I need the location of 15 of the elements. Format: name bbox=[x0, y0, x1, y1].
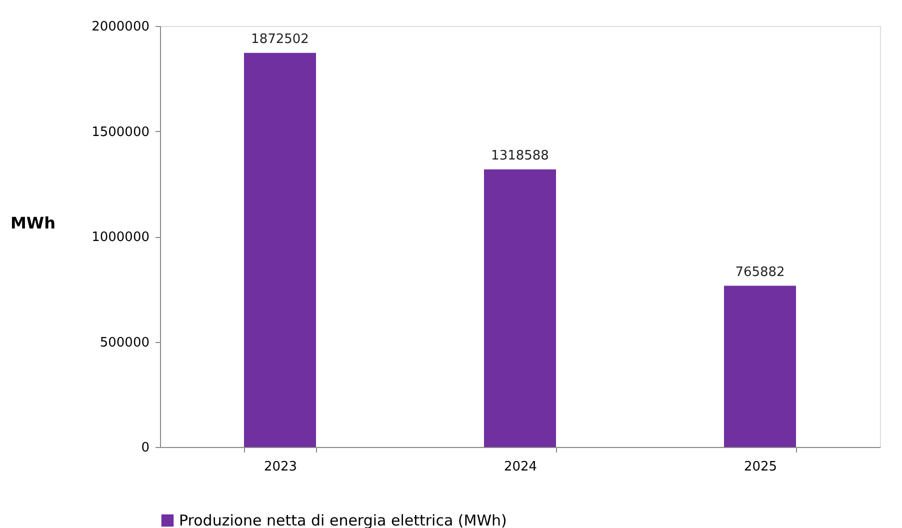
data-label: 1318588 bbox=[491, 148, 549, 164]
data-label: 765882 bbox=[735, 264, 785, 280]
bar bbox=[244, 52, 316, 447]
y-tick-label: 500000 bbox=[100, 335, 150, 350]
y-tick-label: 0 bbox=[141, 440, 150, 456]
y-tick-label: 2000000 bbox=[92, 20, 150, 34]
y-axis-title: MWh bbox=[10, 214, 56, 232]
y-tick-label: 1000000 bbox=[92, 230, 150, 245]
data-label: 1872502 bbox=[251, 32, 309, 47]
x-tick-label: 2024 bbox=[504, 460, 538, 474]
x-tick-label: 2023 bbox=[264, 460, 298, 474]
bar bbox=[484, 169, 556, 447]
x-tick-label: 2025 bbox=[744, 460, 778, 474]
bar bbox=[724, 286, 796, 447]
y-tick-label: 1500000 bbox=[92, 124, 150, 140]
